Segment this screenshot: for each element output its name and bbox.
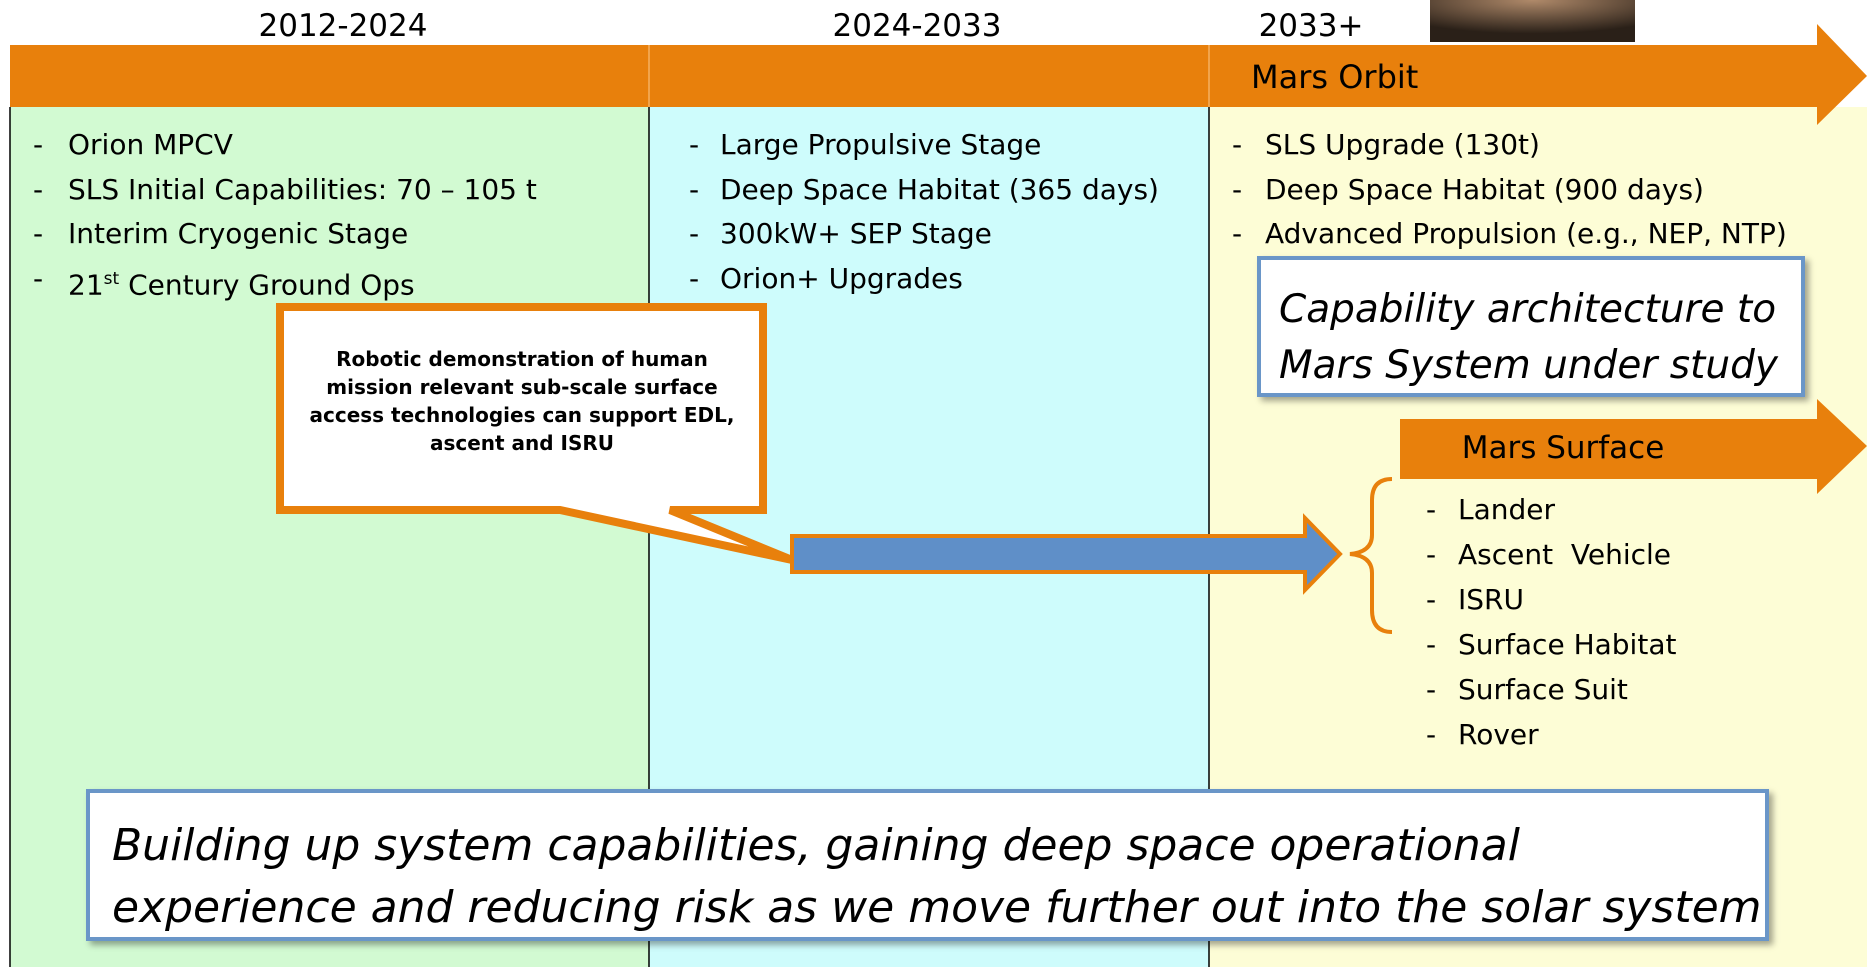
bullet: - bbox=[689, 217, 699, 251]
mars-image bbox=[1430, 0, 1635, 42]
period-label: 2012-2024 bbox=[259, 8, 428, 44]
bullet: - bbox=[33, 173, 43, 207]
list-item: Lander bbox=[1458, 493, 1555, 527]
list-item: Deep Space Habitat (900 days) bbox=[1265, 173, 1704, 207]
bullet: - bbox=[689, 262, 699, 296]
list-item: Rover bbox=[1458, 718, 1539, 752]
bullet: - bbox=[1426, 628, 1436, 662]
callout-text: Robotic demonstration of human mission r… bbox=[292, 345, 752, 457]
period-label: 2024-2033 bbox=[833, 8, 1002, 44]
list-item-part: Century Ground Ops bbox=[119, 268, 414, 301]
slide: 2012-2024 2024-2033 2033+ Mars Orbit -Or… bbox=[0, 0, 1867, 967]
bullet: - bbox=[1426, 493, 1436, 527]
bullet: - bbox=[1426, 583, 1436, 617]
bullet: - bbox=[1232, 128, 1242, 162]
period-label: 2033+ bbox=[1259, 8, 1364, 44]
list-item: Ascent Vehicle bbox=[1458, 538, 1671, 572]
bullet: - bbox=[33, 217, 43, 251]
bullet: - bbox=[1426, 538, 1436, 572]
list-item: Orion MPCV bbox=[68, 128, 233, 162]
bullet: - bbox=[689, 128, 699, 162]
list-item: SLS Upgrade (130t) bbox=[1265, 128, 1540, 162]
banner-label: Mars Orbit bbox=[1251, 58, 1418, 96]
bullet: - bbox=[1232, 217, 1242, 251]
surface-label: Mars Surface bbox=[1462, 430, 1665, 466]
bullet: - bbox=[1426, 673, 1436, 707]
list-item: Orion+ Upgrades bbox=[720, 262, 963, 296]
list-item: Large Propulsive Stage bbox=[720, 128, 1041, 162]
list-item: Advanced Propulsion (e.g., NEP, NTP) bbox=[1265, 217, 1787, 251]
summary: Building up system capabilities, gaining… bbox=[86, 789, 1769, 941]
list-item: Deep Space Habitat (365 days) bbox=[720, 173, 1159, 207]
study-note: Capability architecture to Mars System u… bbox=[1257, 256, 1805, 397]
bullet: - bbox=[33, 262, 43, 296]
bullet: - bbox=[33, 128, 43, 162]
list-item: Surface Suit bbox=[1458, 673, 1628, 707]
list-item: Surface Habitat bbox=[1458, 628, 1676, 662]
bullet: - bbox=[1232, 173, 1242, 207]
bullet: - bbox=[1426, 718, 1436, 752]
list-item: 21st Century Ground Ops bbox=[68, 262, 415, 302]
list-item: Interim Cryogenic Stage bbox=[68, 217, 408, 251]
list-item-part: st bbox=[104, 269, 120, 289]
bullet: - bbox=[689, 173, 699, 207]
list-item: ISRU bbox=[1458, 583, 1524, 617]
list-item: 300kW+ SEP Stage bbox=[720, 217, 992, 251]
list-item: SLS Initial Capabilities: 70 – 105 t bbox=[68, 173, 537, 207]
list-item-part: 21 bbox=[68, 268, 104, 301]
